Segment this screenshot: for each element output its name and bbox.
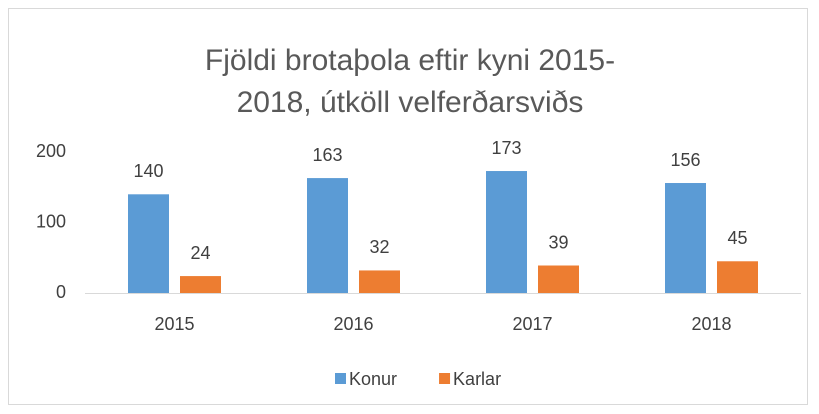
legend-swatch [335, 373, 346, 384]
bar [307, 178, 348, 293]
data-label: 173 [491, 138, 521, 158]
data-label: 32 [369, 237, 389, 257]
legend-swatch [439, 373, 451, 384]
bar [359, 270, 400, 293]
chart-title: Fjöldi brotaþola eftir kyni 2015-2018, ú… [204, 44, 616, 119]
data-label: 140 [133, 161, 163, 181]
x-tick-label: 2015 [154, 314, 194, 334]
y-tick-label: 0 [56, 282, 66, 302]
x-tick-label: 2018 [691, 314, 731, 334]
data-label: 24 [190, 243, 210, 263]
bar [665, 183, 706, 293]
data-label: 163 [312, 145, 342, 165]
legend-label: Konur [349, 369, 397, 389]
bar [486, 171, 527, 293]
bar [128, 194, 169, 293]
y-tick-label: 200 [36, 141, 66, 161]
x-tick-label: 2017 [512, 314, 552, 334]
bar [180, 276, 221, 293]
x-tick-label: 2016 [333, 314, 373, 334]
data-label: 39 [548, 232, 568, 252]
chart-frame [8, 8, 808, 405]
bar [717, 261, 758, 293]
data-label: 156 [670, 150, 700, 170]
bar [538, 265, 579, 293]
data-label: 45 [727, 228, 747, 248]
y-tick-label: 100 [36, 211, 66, 231]
legend-label: Karlar [453, 369, 501, 389]
